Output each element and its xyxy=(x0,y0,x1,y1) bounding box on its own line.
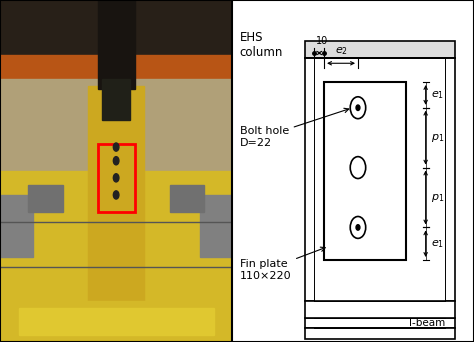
Text: $e_1$: $e_1$ xyxy=(431,89,444,101)
Bar xyxy=(314,58,445,301)
Bar xyxy=(0,195,33,256)
Bar xyxy=(0,171,232,308)
Bar xyxy=(0,86,35,154)
Bar xyxy=(102,79,130,120)
Bar xyxy=(18,308,214,335)
Bar xyxy=(98,144,135,212)
Circle shape xyxy=(356,105,360,110)
Circle shape xyxy=(356,225,360,230)
Bar xyxy=(305,58,455,301)
Bar xyxy=(0,79,232,222)
Bar xyxy=(200,195,232,256)
Text: $e_1$: $e_1$ xyxy=(431,238,444,250)
Circle shape xyxy=(113,157,119,165)
Bar xyxy=(324,82,406,260)
Circle shape xyxy=(350,216,366,238)
Bar xyxy=(170,185,204,212)
Circle shape xyxy=(113,143,119,151)
Bar xyxy=(305,318,455,328)
Circle shape xyxy=(113,191,119,199)
Circle shape xyxy=(113,174,119,182)
Text: $e_2$: $e_2$ xyxy=(335,45,347,57)
Bar xyxy=(0,0,232,62)
Text: Fin plate
110×220: Fin plate 110×220 xyxy=(239,247,325,281)
Bar xyxy=(0,55,232,89)
Text: $p_1$: $p_1$ xyxy=(431,192,444,203)
Bar xyxy=(28,185,63,212)
Bar xyxy=(305,328,455,339)
Text: Bolt hole
D=22: Bolt hole D=22 xyxy=(239,108,349,148)
Circle shape xyxy=(350,157,366,179)
Circle shape xyxy=(350,97,366,119)
Bar xyxy=(98,0,135,89)
Bar xyxy=(88,86,144,308)
Text: $p_1$: $p_1$ xyxy=(431,132,444,144)
Text: 10: 10 xyxy=(316,36,328,46)
Bar xyxy=(0,301,232,342)
Bar xyxy=(305,41,455,58)
Bar xyxy=(305,301,455,318)
Text: EHS
column: EHS column xyxy=(239,31,283,59)
Text: I-beam: I-beam xyxy=(409,318,445,328)
